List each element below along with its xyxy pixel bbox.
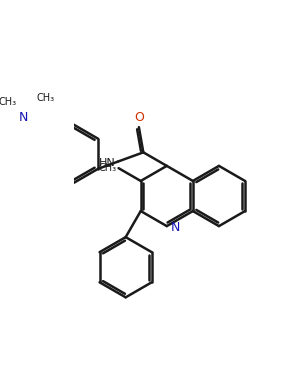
Text: CH₃: CH₃ [0,97,17,107]
Text: HN: HN [99,158,115,168]
Text: N: N [19,111,28,124]
Text: CH₃: CH₃ [37,93,55,103]
Text: O: O [134,111,144,123]
Text: N: N [170,221,180,234]
Text: CH₃: CH₃ [98,163,116,173]
